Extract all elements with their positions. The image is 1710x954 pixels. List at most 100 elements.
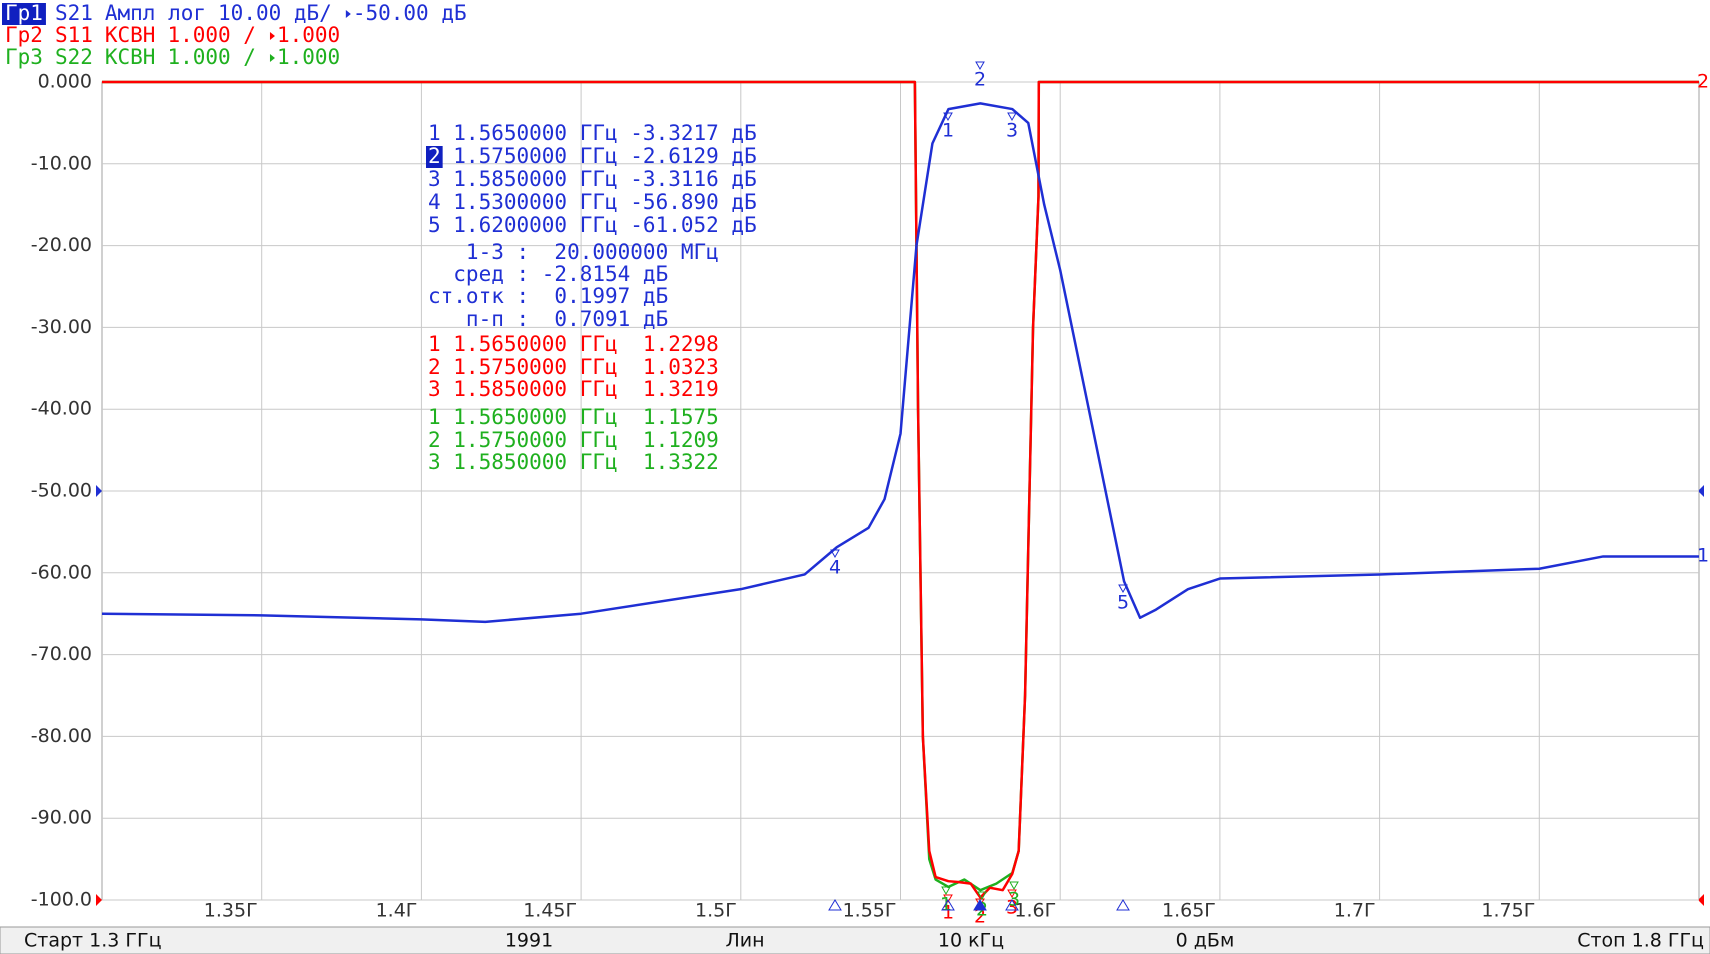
status-field: Стоп 1.8 ГГц	[1577, 930, 1704, 952]
trace-scale: 1.000 /	[167, 45, 256, 69]
marker-number: 2	[428, 428, 441, 452]
marker-flag: 4	[829, 557, 841, 579]
marker-triangle	[1009, 881, 1019, 891]
stimulus-marker	[828, 899, 842, 911]
trace-scale: 1.000 /	[167, 23, 256, 47]
y-tick-label: -70.00	[31, 643, 92, 665]
x-tick-label: 1.65Г	[1162, 900, 1216, 922]
marker-readout: 1.5850000 ГГц 1.3219	[453, 377, 719, 401]
marker-triangle	[975, 61, 985, 71]
y-tick-label: -20.00	[31, 234, 92, 256]
ref-arrow	[269, 32, 275, 40]
marker-readout: 1.5850000 ГГц 1.3322	[453, 450, 719, 474]
x-tick-label: 1.45Г	[523, 900, 577, 922]
marker-number: 3	[428, 167, 441, 191]
status-field: 0 дБм	[1176, 930, 1235, 952]
x-tick-label: 1.7Г	[1334, 900, 1376, 922]
marker-flag: 5	[1117, 592, 1129, 614]
ref-arrow	[345, 10, 351, 18]
marker-readout: 1.6200000 ГГц -61.052 дБ	[453, 213, 756, 237]
y-tick-label: 0.000	[38, 71, 92, 93]
stimulus-marker	[1116, 899, 1130, 911]
marker-flag: 1	[942, 902, 954, 924]
marker-triangle	[1007, 112, 1017, 122]
status-field: 1991	[505, 930, 553, 952]
x-tick-label: 1.6Г	[1014, 900, 1056, 922]
y-tick-label: -80.00	[31, 725, 92, 747]
stimulus-marker	[1005, 899, 1019, 911]
marker-triangle	[1118, 584, 1128, 594]
x-tick-label: 1.35Г	[204, 900, 258, 922]
trace-end-label: 2	[1697, 71, 1709, 93]
trace-header: Гр1 S21 Ампл лог 10.00 дБ/	[5, 1, 332, 25]
trace-label-box	[2, 3, 46, 25]
trace-ref: -50.00 дБ	[353, 1, 467, 25]
marker-flag: 2	[974, 69, 986, 91]
x-tick-label: 1.75Г	[1481, 900, 1535, 922]
marker-flag: 3	[1006, 120, 1018, 142]
trace-parameter: S21	[55, 1, 93, 25]
status-bar	[0, 926, 1710, 954]
marker-statistic: п-п : 0.7091 дБ	[466, 307, 668, 331]
marker-readout: 1.5750000 ГГц 1.0323	[453, 355, 719, 379]
trace-line	[102, 80, 1699, 899]
marker-triangle	[943, 112, 953, 122]
y-tick-label: -40.00	[31, 398, 92, 420]
marker-number: 3	[428, 377, 441, 401]
trace-label: Гр3	[5, 45, 43, 69]
ref-arrow	[269, 54, 275, 62]
marker-triangle	[977, 891, 987, 901]
marker-triangle	[943, 894, 953, 904]
trace-ref: 1.000	[277, 23, 340, 47]
trace-end-label: 1	[1697, 545, 1709, 567]
trace-parameter: S22	[55, 45, 93, 69]
trace-scale: 10.00 дБ/	[218, 1, 332, 25]
marker-number: 1	[428, 121, 441, 145]
status-field: 10 кГц	[938, 930, 1004, 952]
marker-number: 5	[428, 213, 441, 237]
y-tick-label: -90.00	[31, 807, 92, 829]
stimulus-marker	[973, 899, 987, 911]
status-field: Старт 1.3 ГГц	[24, 930, 162, 952]
marker-readout: 1.5650000 ГГц 1.1575	[453, 405, 719, 429]
x-tick-label: 1.5Г	[695, 900, 737, 922]
trace-format: КСВН	[105, 45, 156, 69]
marker-triangle	[1007, 889, 1017, 899]
marker-readout: 1.5750000 ГГц 1.1209	[453, 428, 719, 452]
trace-header: Гр2 S11 КСВН 1.000 /	[5, 23, 256, 47]
marker-number: 2	[428, 144, 441, 168]
y-tick-label: -30.00	[31, 316, 92, 338]
y-tick-label: -50.00	[31, 480, 92, 502]
trace-line	[101, 102, 1699, 624]
marker-number: 4	[428, 190, 441, 214]
marker-flag: 2	[974, 906, 986, 928]
trace-format: Ампл лог	[105, 1, 206, 25]
marker-readout: 1.5650000 ГГц -3.3217 дБ	[453, 121, 756, 145]
x-tick-label: 1.4Г	[376, 900, 418, 922]
marker-readout: 1.5750000 ГГц -2.6129 дБ	[453, 144, 756, 168]
marker-flag: 3	[1008, 889, 1020, 911]
marker-readout: 1.5650000 ГГц 1.2298	[453, 332, 719, 356]
trace-format: КСВН	[105, 23, 156, 47]
marker-number: 2	[428, 355, 441, 379]
ref-arrow-right-s11	[1698, 894, 1704, 906]
trace-parameter: S11	[55, 23, 93, 47]
marker-triangle	[830, 549, 840, 559]
trace-header: Гр3 S22 КСВН 1.000 /	[5, 45, 256, 69]
marker-number: 3	[428, 450, 441, 474]
marker-number: 1	[428, 405, 441, 429]
trace-label: Гр1	[5, 1, 43, 25]
status-field: Лин	[725, 930, 764, 952]
marker-flag: 3	[1006, 897, 1018, 919]
marker-readout: 1.5850000 ГГц -3.3116 дБ	[453, 167, 756, 191]
ref-arrow-left-s11	[96, 894, 102, 906]
trace-ref: 1.000	[277, 45, 340, 69]
y-tick-label: -60.00	[31, 561, 92, 583]
ref-arrow-left	[96, 485, 102, 497]
marker-statistic: сред : -2.8154 дБ	[453, 262, 668, 286]
stimulus-marker	[941, 899, 955, 911]
marker-statistic: 1-3 : 20.000000 МГц	[466, 240, 719, 264]
marker-flag: 1	[942, 120, 954, 142]
marker-readout: 1.5300000 ГГц -56.890 дБ	[453, 190, 756, 214]
ref-arrow-right	[1698, 485, 1704, 497]
